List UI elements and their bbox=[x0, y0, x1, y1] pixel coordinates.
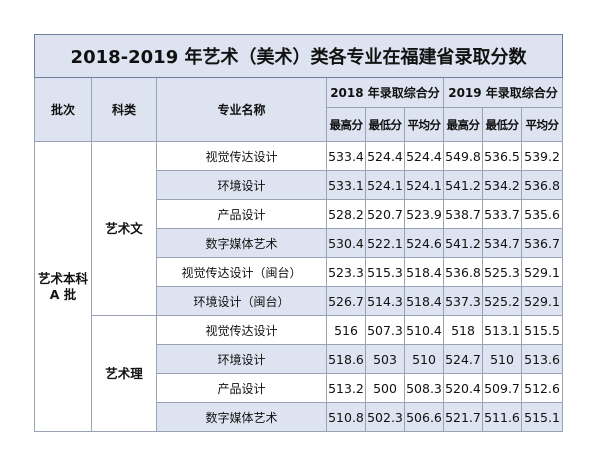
table-row: 数字媒体艺术 530.4 522.1 524.6 541.2 534.7 536.7 bbox=[35, 228, 564, 258]
major-name-cell: 产品设计 bbox=[156, 373, 327, 403]
table-row: 艺术理 视觉传达设计 516 507.3 510.4 518 513.1 515.5 bbox=[35, 315, 564, 432]
score-y2019-max: 541.2 bbox=[443, 170, 483, 200]
major-name-cell: 环境设计 bbox=[156, 170, 327, 200]
score-y2018-max: 533.4 bbox=[326, 141, 366, 171]
score-y2019-max: 521.7 bbox=[443, 402, 483, 432]
score-y2018-max: 533.1 bbox=[326, 170, 366, 200]
score-y2018-min: 514.3 bbox=[365, 286, 405, 316]
major-name-cell: 数字媒体艺术 bbox=[156, 228, 327, 258]
score-y2018-min: 502.3 bbox=[365, 402, 405, 432]
score-y2018-avg: 518.4 bbox=[404, 257, 444, 287]
score-y2019-avg: 529.1 bbox=[520, 286, 564, 316]
score-y2019-min: 534.7 bbox=[482, 228, 522, 258]
score-y2019-min: 525.2 bbox=[482, 286, 522, 316]
score-y2018-min: 524.1 bbox=[365, 170, 405, 200]
category-cell: 艺术理 bbox=[91, 315, 157, 432]
score-y2019-max: 524.7 bbox=[443, 344, 483, 374]
score-y2018-max: 523.3 bbox=[326, 257, 366, 287]
header-2019-avg: 平均分 bbox=[520, 107, 564, 142]
score-y2019-avg: 512.6 bbox=[520, 373, 564, 403]
score-y2018-min: 515.3 bbox=[365, 257, 405, 287]
batch-cell: 艺术本科A 批 bbox=[34, 141, 92, 432]
major-name-cell: 视觉传达设计 bbox=[156, 315, 327, 345]
table-row: 视觉传达设计（闽台） 523.3 515.3 518.4 536.8 525.3 529.1 bbox=[35, 257, 564, 287]
major-name-cell: 视觉传达设计（闽台） bbox=[156, 257, 327, 287]
score-y2018-min: 520.7 bbox=[365, 199, 405, 229]
score-y2018-min: 507.3 bbox=[365, 315, 405, 345]
score-y2018-max: 516 bbox=[326, 315, 366, 345]
major-name-cell: 视觉传达设计 bbox=[156, 141, 327, 171]
major-name-cell: 产品设计 bbox=[156, 199, 327, 229]
admission-score-table: 2018-2019 年艺术（美术）类各专业在福建省录取分数 批次 科类 专业名称… bbox=[33, 34, 564, 432]
score-y2019-avg: 536.7 bbox=[520, 228, 564, 258]
header-category: 科类 bbox=[91, 77, 157, 142]
category-cell: 艺术文 bbox=[91, 141, 157, 316]
score-y2019-avg: 515.5 bbox=[520, 315, 564, 345]
score-y2019-min: 525.3 bbox=[482, 257, 522, 287]
table-title: 2018-2019 年艺术（美术）类各专业在福建省录取分数 bbox=[33, 34, 564, 78]
table-body: 艺术本科A 批艺术文 视觉传达设计 533.4 524.4 524.4 549.8 536.… bbox=[34, 141, 564, 432]
score-y2019-max: 537.3 bbox=[443, 286, 483, 316]
table-row: 艺术本科A 批艺术文 视觉传达设计 533.4 524.4 524.4 549.8 536.… bbox=[34, 141, 564, 432]
score-y2018-avg: 510.4 bbox=[404, 315, 444, 345]
header-2019-min: 最低分 bbox=[482, 107, 522, 142]
score-y2018-max: 528.2 bbox=[326, 199, 366, 229]
score-y2019-avg: 513.6 bbox=[520, 344, 564, 374]
score-y2019-max: 536.8 bbox=[443, 257, 483, 287]
score-y2018-avg: 506.6 bbox=[404, 402, 444, 432]
score-y2018-avg: 524.6 bbox=[404, 228, 444, 258]
score-y2018-avg: 524.1 bbox=[404, 170, 444, 200]
score-y2019-avg: 539.2 bbox=[520, 141, 564, 171]
score-y2019-min: 534.2 bbox=[482, 170, 522, 200]
table-row: 环境设计 518.6 503 510 524.7 510 513.6 bbox=[35, 344, 564, 374]
header-batch: 批次 bbox=[34, 77, 92, 142]
score-y2018-avg: 524.4 bbox=[404, 141, 444, 171]
score-y2018-min: 503 bbox=[365, 344, 405, 374]
score-y2019-avg: 515.1 bbox=[520, 402, 564, 432]
score-y2019-max: 520.4 bbox=[443, 373, 483, 403]
major-name-cell: 环境设计（闽台） bbox=[156, 286, 327, 316]
score-y2018-min: 524.4 bbox=[365, 141, 405, 171]
score-y2019-max: 538.7 bbox=[443, 199, 483, 229]
table-row: 环境设计（闽台） 526.7 514.3 518.4 537.3 525.2 529.1 bbox=[35, 286, 564, 316]
table-row: 产品设计 513.2 500 508.3 520.4 509.7 512.6 bbox=[35, 373, 564, 403]
header-major: 专业名称 bbox=[156, 77, 327, 142]
score-y2019-max: 541.2 bbox=[443, 228, 483, 258]
score-y2018-max: 530.4 bbox=[326, 228, 366, 258]
score-y2019-min: 513.1 bbox=[482, 315, 522, 345]
header-2018-avg: 平均分 bbox=[404, 107, 444, 142]
score-y2019-min: 510 bbox=[482, 344, 522, 374]
score-y2018-max: 518.6 bbox=[326, 344, 366, 374]
score-y2018-avg: 508.3 bbox=[404, 373, 444, 403]
score-y2019-avg: 535.6 bbox=[520, 199, 564, 229]
header-year-2018: 2018 年录取综合分 bbox=[326, 77, 444, 108]
score-y2018-max: 526.7 bbox=[326, 286, 366, 316]
major-name-cell: 环境设计 bbox=[156, 344, 327, 374]
major-name-cell: 数字媒体艺术 bbox=[156, 402, 327, 432]
score-y2019-min: 511.6 bbox=[482, 402, 522, 432]
score-y2019-avg: 529.1 bbox=[520, 257, 564, 287]
score-y2019-min: 509.7 bbox=[482, 373, 522, 403]
header-2019-max: 最高分 bbox=[443, 107, 483, 142]
table-row: 数字媒体艺术 510.8 502.3 506.6 521.7 511.6 515.1 bbox=[35, 402, 564, 432]
score-y2018-avg: 510 bbox=[404, 344, 444, 374]
score-y2018-avg: 523.9 bbox=[404, 199, 444, 229]
score-y2018-avg: 518.4 bbox=[404, 286, 444, 316]
score-table-container: 2018-2019 年艺术（美术）类各专业在福建省录取分数 批次 科类 专业名称… bbox=[33, 34, 564, 432]
score-y2018-max: 513.2 bbox=[326, 373, 366, 403]
score-y2018-max: 510.8 bbox=[326, 402, 366, 432]
table-row: 环境设计 533.1 524.1 524.1 541.2 534.2 536.8 bbox=[35, 170, 564, 200]
score-y2019-min: 536.5 bbox=[482, 141, 522, 171]
header-year-2019: 2019 年录取综合分 bbox=[442, 77, 564, 108]
score-y2019-min: 533.7 bbox=[482, 199, 522, 229]
table-row: 产品设计 528.2 520.7 523.9 538.7 533.7 535.6 bbox=[35, 199, 564, 229]
score-y2018-min: 500 bbox=[365, 373, 405, 403]
header-2018-min: 最低分 bbox=[365, 107, 405, 142]
header-2018-max: 最高分 bbox=[326, 107, 366, 142]
score-y2019-max: 549.8 bbox=[443, 141, 483, 171]
score-y2018-min: 522.1 bbox=[365, 228, 405, 258]
score-y2019-avg: 536.8 bbox=[520, 170, 564, 200]
score-y2019-max: 518 bbox=[443, 315, 483, 345]
